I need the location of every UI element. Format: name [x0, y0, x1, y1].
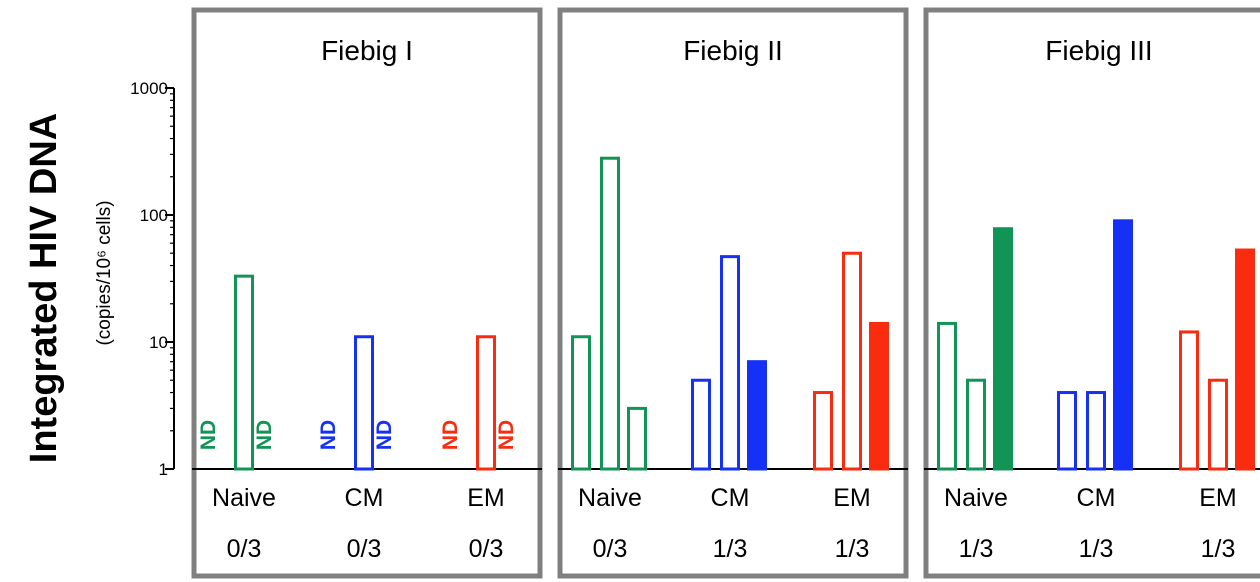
- nd-label: ND: [317, 420, 340, 450]
- fraction-label: 0/3: [227, 535, 262, 563]
- panel-frame: [923, 7, 1260, 579]
- bar: [813, 391, 833, 471]
- bar: [600, 156, 620, 471]
- category-label: EM: [833, 484, 871, 512]
- panel-frame: [191, 7, 543, 579]
- category-label: CM: [345, 484, 384, 512]
- y-axis: 1 10 100 1000: [130, 79, 175, 479]
- bar: [1113, 219, 1133, 471]
- panel-frame: [557, 7, 909, 579]
- bar: [1086, 391, 1106, 471]
- bar: [1208, 378, 1228, 471]
- nd-label: ND: [373, 420, 396, 450]
- panel: Fiebig III Naive 1/3 CM 1/3 EM 1/3: [923, 7, 1260, 579]
- category-label: CM: [1077, 484, 1116, 512]
- bar: [1235, 248, 1255, 471]
- y-axis-unit: (copies/10⁶ cells): [94, 200, 115, 345]
- panel: Fiebig I ND ND Naive 0/3 ND ND CM 0/3 ND ND EM 0/3: [191, 7, 543, 579]
- y-tick-label: 100: [140, 206, 168, 225]
- bar: [1057, 391, 1077, 471]
- bar: [966, 378, 986, 471]
- bar: [993, 227, 1013, 471]
- fraction-label: 0/3: [593, 535, 628, 563]
- bar: [720, 255, 740, 471]
- bar: [747, 360, 767, 471]
- panel-title: Fiebig III: [1045, 35, 1152, 66]
- fraction-label: 1/3: [1079, 535, 1114, 563]
- panel: Fiebig II Naive 0/3 CM 1/3 EM 1/3: [557, 7, 909, 579]
- bar: [354, 335, 374, 471]
- y-tick-label: 1000: [130, 79, 168, 98]
- category-label: Naive: [212, 484, 276, 512]
- category-label: EM: [1199, 484, 1237, 512]
- nd-label: ND: [439, 420, 462, 450]
- fraction-label: 0/3: [347, 535, 382, 563]
- category-label: Naive: [578, 484, 642, 512]
- bar: [571, 335, 591, 471]
- nd-label: ND: [495, 420, 518, 450]
- bar: [627, 406, 647, 471]
- bar: [234, 274, 254, 471]
- category-label: Naive: [944, 484, 1008, 512]
- fraction-label: 1/3: [1201, 535, 1236, 563]
- bar: [476, 335, 496, 471]
- category-label: EM: [467, 484, 505, 512]
- fraction-label: 1/3: [959, 535, 994, 563]
- y-axis-title: Integrated HIV DNA: [23, 113, 65, 463]
- fraction-label: 1/3: [713, 535, 748, 563]
- bar: [937, 321, 957, 471]
- fraction-label: 0/3: [469, 535, 504, 563]
- category-label: CM: [711, 484, 750, 512]
- nd-label: ND: [253, 420, 276, 450]
- panel-title: Fiebig I: [321, 35, 413, 66]
- bar: [1179, 330, 1199, 471]
- bar: [842, 251, 862, 471]
- bar: [691, 378, 711, 471]
- panel-title: Fiebig II: [683, 35, 783, 66]
- bar: [869, 321, 889, 471]
- y-tick-label: 10: [149, 333, 168, 352]
- fraction-label: 1/3: [835, 535, 870, 563]
- y-tick-label: 1: [159, 460, 168, 479]
- nd-label: ND: [197, 420, 220, 450]
